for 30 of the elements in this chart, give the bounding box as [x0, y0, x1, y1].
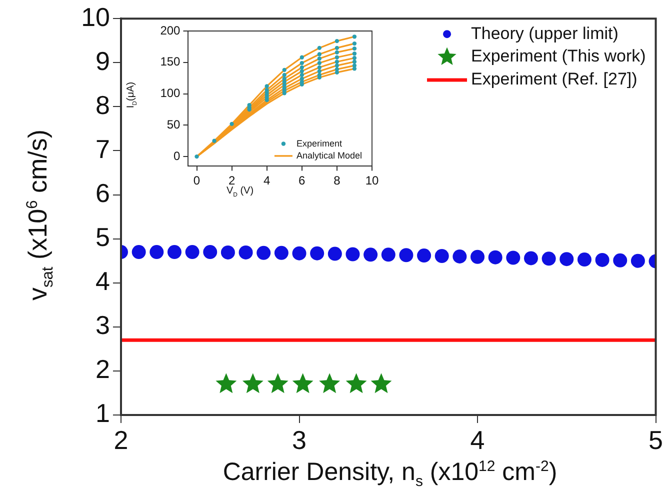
legend-label: Experiment (This work) — [471, 46, 646, 66]
y-tick-label: 7 — [96, 134, 110, 164]
y-tick-label: 3 — [96, 310, 110, 340]
legend-label: Experiment (Ref. [27]) — [471, 70, 638, 89]
y-tick-label: 50 — [166, 118, 181, 132]
x-tick-label: 0 — [193, 173, 200, 188]
x-axis-title: Carrier Density, n$_{s}$ (x10$^{12}$ cm$^{-2}$) — [222, 458, 558, 490]
y-tick-label: 4 — [96, 266, 110, 296]
y-tick-label: 100 — [160, 86, 181, 100]
x-tick-label: 4 — [470, 424, 485, 455]
y-tick-label: 9 — [96, 46, 110, 76]
y-tick-label: 10 — [81, 2, 110, 32]
x-tick-label: 10 — [365, 173, 379, 188]
x-tick-label: 3 — [292, 424, 306, 455]
y-tick-label: 200 — [160, 23, 181, 38]
legend-label: Analytical Model — [296, 150, 362, 160]
y-tick-label: 2 — [96, 354, 110, 384]
y-tick-label: 0 — [174, 148, 181, 163]
x-tick-label: 4 — [264, 173, 271, 188]
y-tick-label: 8 — [96, 90, 110, 120]
y-tick-label: 5 — [96, 222, 110, 252]
y-tick-label: 1 — [96, 398, 110, 428]
x-axis-title: V$_{D}$ (V) — [226, 186, 254, 198]
x-tick-label: 2 — [228, 173, 236, 188]
x-tick-label: 5 — [648, 424, 664, 455]
legend-label: Experiment — [296, 138, 342, 148]
x-tick-label: 6 — [298, 173, 306, 188]
x-tick-label: 8 — [334, 173, 341, 188]
y-tick-label: 150 — [160, 54, 181, 69]
legend-label: Theory (upper limit) — [471, 24, 618, 43]
